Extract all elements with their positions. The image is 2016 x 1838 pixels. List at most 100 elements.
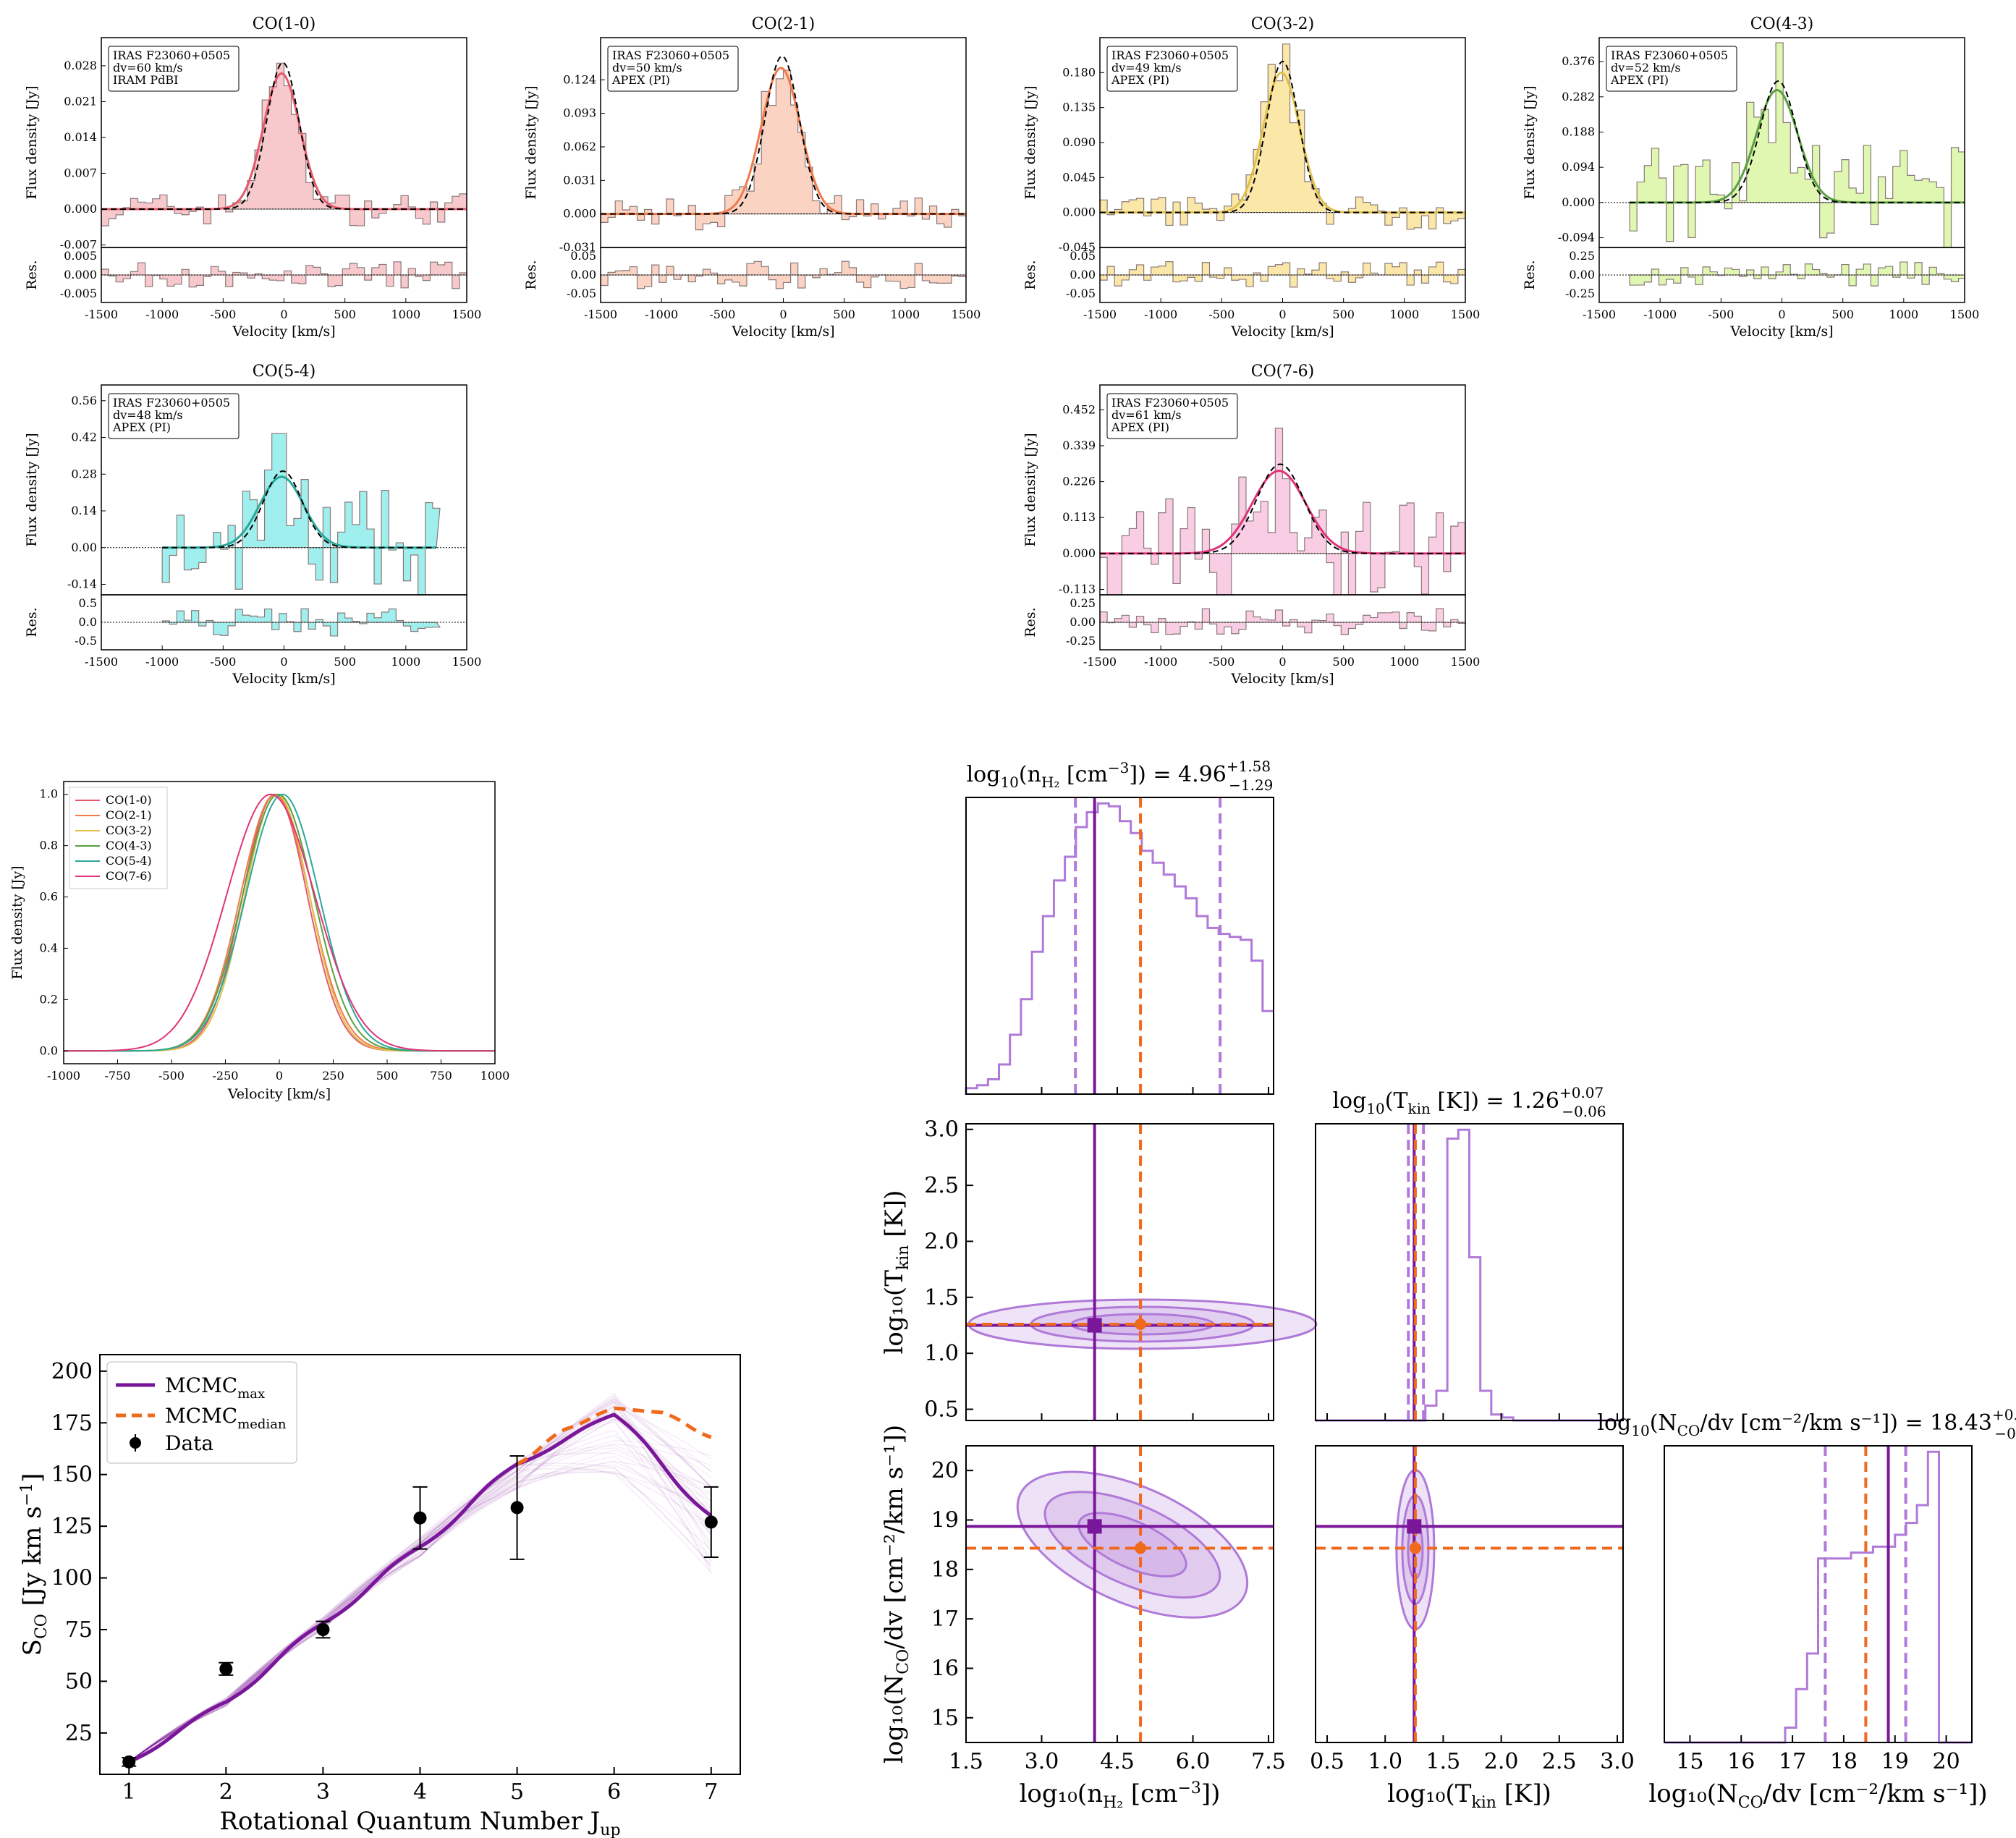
y-tick-label: 0.2 — [40, 992, 58, 1006]
y-tick-label: 0.6 — [40, 890, 58, 904]
line-profiles-chart: -1000 -750 -500 -250 0 250 500 750 1000 0.0 0.2 0.4… — [9, 781, 509, 1102]
residual-tick-label: 0.05 — [1070, 249, 1096, 263]
info-box-frame — [108, 46, 240, 92]
title-minus: −1.29 — [1229, 776, 1273, 794]
median-marker — [1409, 1542, 1421, 1554]
title-tkin: log10(Tkin [K]) = 1.26+0.07 −0.06 — [1332, 1084, 1606, 1120]
data-marker — [704, 1515, 718, 1529]
mcmc-sample-line — [128, 1434, 712, 1763]
label-sub: CO — [1738, 1794, 1763, 1812]
x-tick-label: 5 — [510, 1779, 524, 1805]
x-tick-label: 500 — [1332, 655, 1355, 669]
x-tick-label: 2.0 — [1484, 1749, 1519, 1774]
y-tick-label: 0.226 — [1062, 475, 1096, 488]
label-sub: kin — [1471, 1794, 1496, 1812]
y-tick-label: 0.000 — [1062, 206, 1096, 219]
y-tick-label: 0.0 — [40, 1043, 58, 1057]
x-tick-label: 0 — [1279, 308, 1286, 321]
y-tick-label: 0.180 — [1062, 65, 1096, 79]
title-sub2: H₂ — [1041, 774, 1059, 791]
hist-nco — [1664, 1450, 1972, 1744]
x-tick-label: 6.0 — [1176, 1749, 1211, 1774]
residual-tick-label: 0.25 — [1070, 596, 1096, 610]
info-box-frame — [1106, 393, 1238, 439]
label-end: ]) — [1201, 1779, 1221, 1808]
x-tick-label: -1000 — [145, 655, 179, 669]
max-marker — [1087, 1519, 1102, 1534]
data-marker — [413, 1511, 427, 1525]
y-tick-label: 100 — [51, 1566, 93, 1591]
residual-data — [601, 261, 966, 289]
title-sub2: kin — [1407, 1100, 1431, 1117]
residual-label: Res. — [1022, 607, 1038, 637]
data-marker — [510, 1501, 524, 1515]
x-tick-label: 1500 — [952, 308, 981, 321]
label-rest: [cm — [1123, 1779, 1177, 1808]
x-tick-label: -1500 — [1583, 308, 1616, 321]
legend-frame — [106, 1361, 297, 1464]
x-tick-label: 6 — [607, 1779, 621, 1805]
y-tick-label: 0.135 — [1062, 101, 1096, 114]
residual-histogram — [1100, 261, 1465, 288]
x-tick-label: 1500 — [1451, 308, 1481, 321]
x-tick-label: 0 — [276, 1069, 283, 1083]
residual-data — [1599, 261, 1965, 287]
x-tick-label: 0 — [1778, 308, 1785, 321]
x-tick-label: 18 — [1830, 1749, 1858, 1774]
label-rest: /dv [cm⁻²/km s⁻¹]) — [1763, 1779, 1988, 1808]
dashed-fit — [162, 470, 436, 549]
x-axis-label: Velocity [km/s] — [232, 671, 335, 687]
mcmc-sample-line — [128, 1420, 712, 1763]
dashed-fit — [1630, 80, 1965, 203]
x-axis-label: Rotational Quantum Number Jup — [219, 1807, 620, 1838]
y-tick-label: 0.045 — [1062, 170, 1096, 184]
y-tick-label: 0.339 — [1062, 439, 1096, 452]
x-axis-label: Velocity [km/s] — [731, 323, 834, 339]
data-point — [219, 1661, 234, 1676]
residual-tick-label: 0.005 — [64, 249, 97, 263]
title-plus: +1.58 — [1227, 758, 1271, 775]
x-axis-label: Velocity [km/s] — [232, 323, 335, 339]
label-rest: [K]) — [1496, 1779, 1551, 1808]
x-tick-label: 20 — [1932, 1749, 1960, 1774]
residual-tick-label: 0.00 — [1569, 268, 1595, 281]
y-tick-label: 0.007 — [64, 166, 97, 179]
residual-label: Res. — [1522, 260, 1538, 289]
x-tick-label: -500 — [1708, 308, 1734, 321]
y-ticks: 0.452 0.339 0.226 0.113 0.000 -0.113 — [1059, 402, 1104, 596]
x-tick-label: 500 — [1332, 308, 1355, 321]
legend-frame — [69, 787, 168, 889]
y-tick-label: 3.0 — [924, 1117, 959, 1143]
title-sub: 10 — [1000, 774, 1018, 791]
y-tick-label: 75 — [65, 1617, 93, 1643]
y-tick-label: 0.094 — [1562, 160, 1595, 174]
y-tick-label: 0.031 — [563, 173, 596, 187]
x-tick-label: 750 — [430, 1069, 452, 1083]
x-tick-label: -1000 — [1643, 308, 1677, 321]
x-tick-label: 1.5 — [1426, 1749, 1461, 1774]
label-rest: [K]) — [880, 1190, 909, 1245]
info-line: IRAS F23060+0505 — [612, 48, 729, 62]
y-ticks: 0.376 0.282 0.188 0.094 0.000 -0.094 — [1558, 54, 1604, 245]
x-tick-label: -1000 — [1144, 655, 1177, 669]
x-tick-label: 1000 — [1389, 308, 1419, 321]
residual-tick-label: -0.05 — [567, 287, 596, 300]
legend-label: CO(2-1) — [106, 808, 152, 822]
x-tick-label: -500 — [1208, 308, 1234, 321]
data-point — [122, 1755, 137, 1769]
x-tick-label: 1.5 — [949, 1749, 983, 1774]
y-tick-label: 0.028 — [64, 59, 97, 72]
x-axis-label: Velocity [km/s] — [227, 1086, 331, 1102]
title-sub: 10 — [1366, 1100, 1384, 1117]
profile-line-CO(7-6) — [64, 793, 495, 1052]
label-sub: CO — [894, 1649, 912, 1674]
y-tick-label: 0.062 — [563, 140, 596, 153]
info-line: dv=50 km/s — [612, 61, 682, 75]
y-tick-label: 2.5 — [924, 1173, 959, 1198]
legend-label: CO(4-3) — [106, 839, 152, 852]
y-tick-label: 0.8 — [40, 839, 58, 852]
y-tick-label: 20 — [931, 1458, 959, 1483]
